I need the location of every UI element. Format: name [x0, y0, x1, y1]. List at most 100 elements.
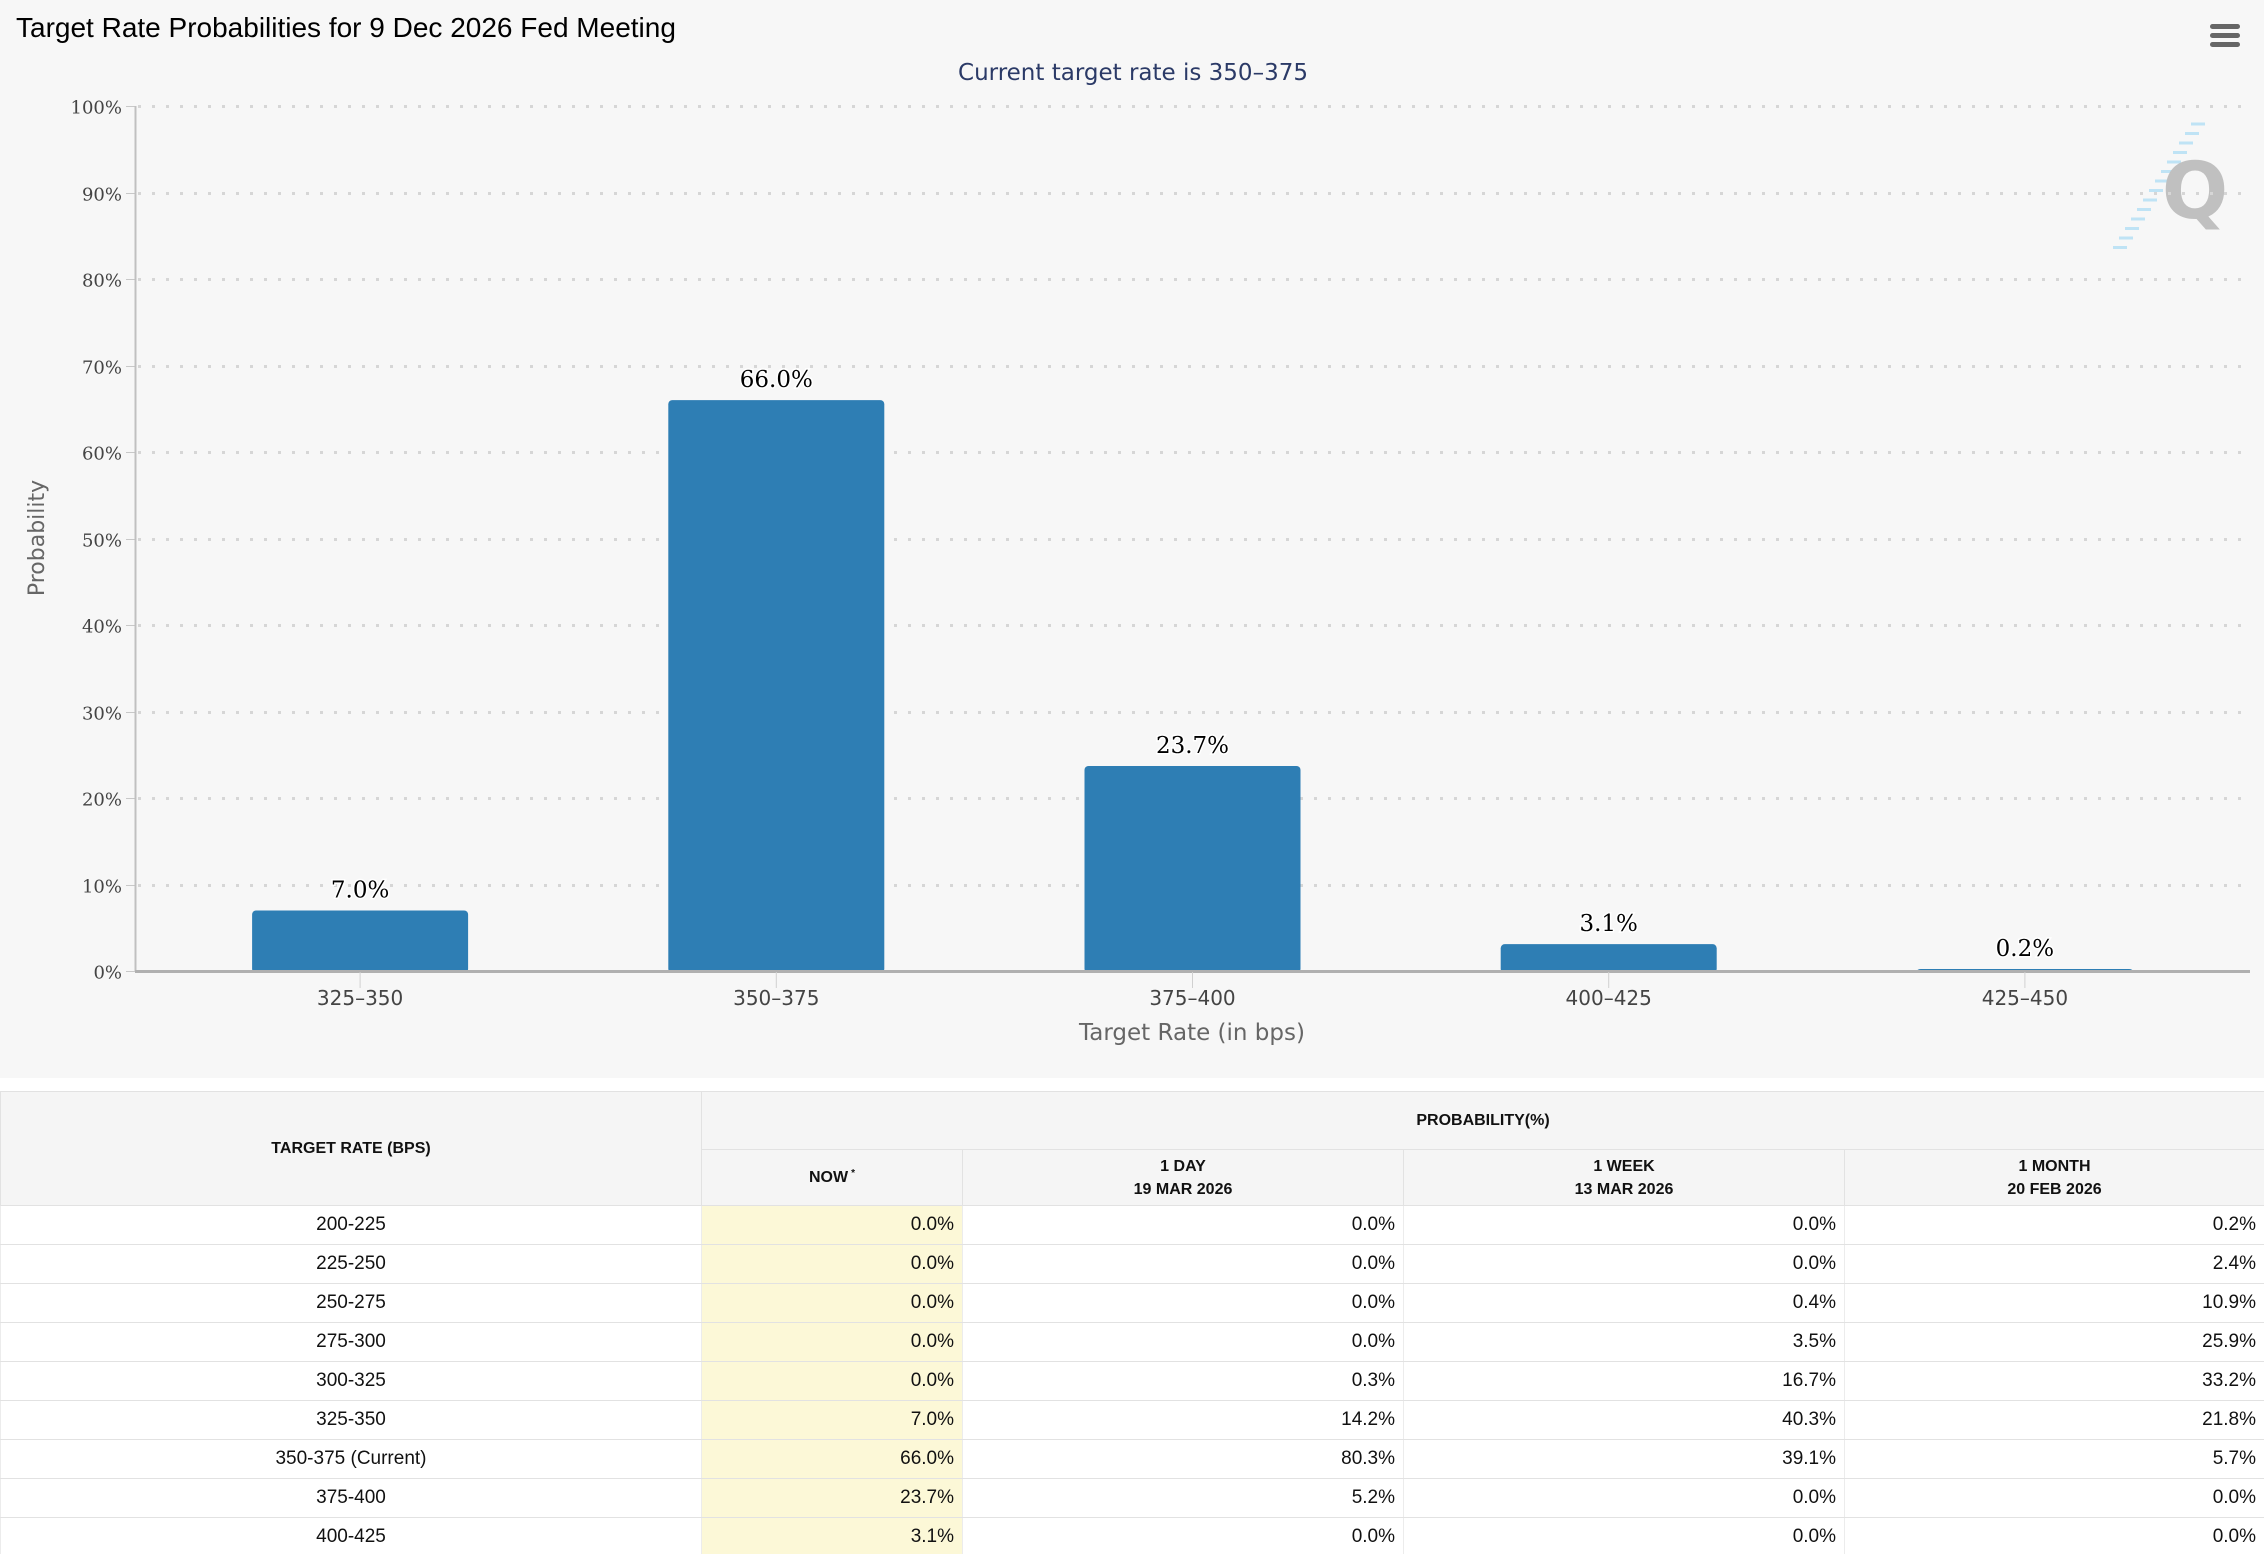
bar-350-375[interactable]: [668, 400, 885, 974]
target-rate-cell: 350-375 (Current): [0, 1439, 702, 1479]
probability-cell: 0.0%: [701, 1322, 963, 1362]
table-row: 300-325 0.0% 0.3% 16.7% 33.2%: [0, 1361, 2264, 1401]
subheader-row: NOW * 1 DAY 19 MAR 2026 1 WEEK 13 MAR 2026 1 M…: [1, 1149, 2264, 1206]
target-rate-cell: 400-425: [0, 1517, 702, 1554]
x-tick-label: 425–450: [1982, 986, 2068, 1010]
y-axis-title: Probability: [25, 480, 50, 596]
bars: 7.0% 66.0% 23.7% 3.1% 0.2%: [252, 366, 2133, 974]
header-probability: PROBABILITY(%): [700, 1091, 2264, 1150]
y-tick-label: 80%: [82, 271, 122, 292]
probability-cell: 10.9%: [1843, 1283, 2264, 1323]
y-axis-ticks: 0% 10% 20% 30% 40% 50% 60% 70% 80% 90% 100%: [71, 98, 136, 984]
y-tick-label: 100%: [71, 98, 122, 119]
watermark-logo-icon: Q: [2113, 122, 2228, 249]
hamburger-menu-icon-bar: [2210, 33, 2240, 38]
target-rate-cell: 300-325: [0, 1361, 702, 1401]
bar-400-425[interactable]: [1500, 944, 1717, 973]
x-tick-label: 350–375: [733, 986, 819, 1010]
table-row: 375-400 23.7% 5.2% 0.0% 0.0%: [0, 1478, 2264, 1518]
probability-cell: 21.8%: [1843, 1400, 2264, 1440]
x-axis-ticks: 325–350 350–375 375–400 400–425 425–450: [317, 972, 2068, 1010]
probability-cell: 0.0%: [1843, 1478, 2264, 1518]
x-tick-label: 325–350: [317, 986, 403, 1010]
table-row: 350-375 (Current) 66.0% 80.3% 39.1% 5.7%: [0, 1439, 2264, 1479]
chart-menu-button[interactable]: [2208, 20, 2242, 50]
table-row: 275-300 0.0% 0.0% 3.5% 25.9%: [0, 1322, 2264, 1362]
probability-cell: 39.1%: [1403, 1439, 1845, 1479]
chart-panel: Target Rate Probabilities for 9 Dec 2026…: [16, 12, 2250, 1046]
probability-cell: 0.0%: [1403, 1517, 1845, 1554]
table-row: 225-250 0.0% 0.0% 0.0% 2.4%: [0, 1244, 2264, 1284]
hamburger-menu-icon-bar: [2210, 42, 2240, 47]
y-tick-label: 70%: [82, 358, 122, 379]
watermark-q: Q: [2162, 147, 2228, 237]
probability-cell: 80.3%: [962, 1439, 1404, 1479]
probability-cell: 0.0%: [701, 1205, 963, 1245]
y-tick-label: 60%: [82, 444, 122, 465]
x-axis-title: Target Rate (in bps): [1078, 1020, 1305, 1046]
probability-cell: 33.2%: [1843, 1361, 2264, 1401]
chart-subtitle: Current target rate is 350–375: [958, 60, 1308, 86]
probability-cell: 0.3%: [962, 1361, 1404, 1401]
probability-cell: 0.4%: [1403, 1283, 1845, 1323]
probability-cell: 0.0%: [962, 1244, 1404, 1284]
column-header-date: 13 MAR 2026: [1574, 1180, 1674, 1198]
probability-cell: 0.0%: [701, 1283, 963, 1323]
probability-cell: 23.7%: [701, 1478, 963, 1518]
column-header-label: 1 MONTH: [2018, 1157, 2091, 1175]
column-header-label: NOW: [808, 1169, 849, 1186]
y-tick-label: 20%: [82, 790, 122, 811]
probability-cell: 0.0%: [962, 1322, 1404, 1362]
probability-cell: 5.7%: [1843, 1439, 2264, 1479]
probability-cell: 0.0%: [962, 1517, 1404, 1554]
target-rate-cell: 375-400: [0, 1478, 702, 1518]
column-header-1-week: 1 WEEK 13 MAR 2026: [1403, 1149, 1845, 1206]
probability-cell: 25.9%: [1843, 1322, 2264, 1362]
x-tick-label: 375–400: [1149, 986, 1235, 1010]
bar-chart: Q 0% 10% 20% 30% 40% 50% 60% 70% 80% 90% 100% 7.0%…: [25, 60, 2250, 1046]
target-rate-cell: 225-250: [0, 1244, 702, 1284]
probability-cell: 16.7%: [1403, 1361, 1845, 1401]
y-tick-label: 10%: [82, 877, 122, 898]
probability-cell: 7.0%: [701, 1400, 963, 1440]
chart-title: Target Rate Probabilities for 9 Dec 2026…: [16, 12, 676, 43]
probability-cell: 14.2%: [962, 1400, 1404, 1440]
probability-cell: 0.0%: [1403, 1478, 1845, 1518]
column-header-1-month: 1 MONTH 20 FEB 2026: [1843, 1149, 2264, 1206]
bar-data-label: 0.2%: [1996, 936, 2054, 962]
probability-cell: 5.2%: [962, 1478, 1404, 1518]
column-header-now: NOW *: [701, 1149, 963, 1206]
column-header-date: 20 FEB 2026: [2007, 1180, 2102, 1198]
bar-data-label: 66.0%: [740, 367, 813, 393]
target-rate-cell: 250-275: [0, 1283, 702, 1323]
column-header-label: 1 WEEK: [1593, 1157, 1655, 1175]
probability-cell: 0.0%: [1403, 1205, 1845, 1245]
table-body: 200-225 0.0% 0.0% 0.0% 0.2% 225-250 0.0% 0.0% 0.…: [0, 1205, 2264, 1554]
bar-325-350[interactable]: [252, 910, 469, 973]
probability-cell: 0.0%: [701, 1361, 963, 1401]
y-tick-label: 0%: [93, 963, 122, 984]
gridlines: [138, 105, 2250, 887]
table-row: 325-350 7.0% 14.2% 40.3% 21.8%: [0, 1400, 2264, 1440]
bar-data-label: 3.1%: [1579, 911, 1637, 937]
probability-cell: 3.5%: [1403, 1322, 1845, 1362]
table-row: 250-275 0.0% 0.0% 0.4% 10.9%: [0, 1283, 2264, 1323]
asterisk-marker: *: [851, 1168, 855, 1179]
probability-cell: 66.0%: [701, 1439, 963, 1479]
target-rate-cell: 275-300: [0, 1322, 702, 1362]
table-row: 200-225 0.0% 0.0% 0.0% 0.2%: [0, 1205, 2264, 1245]
table-row: 400-425 3.1% 0.0% 0.0% 0.0%: [0, 1517, 2264, 1554]
y-tick-label: 50%: [82, 531, 122, 552]
bar-data-label: 23.7%: [1156, 733, 1229, 759]
hamburger-menu-icon: [2210, 24, 2240, 29]
probability-cell: 3.1%: [701, 1517, 963, 1554]
column-header-1-day: 1 DAY 19 MAR 2026: [962, 1149, 1404, 1206]
column-header-date: 19 MAR 2026: [1133, 1180, 1233, 1198]
probability-cell: 40.3%: [1403, 1400, 1845, 1440]
y-tick-label: 30%: [82, 704, 122, 725]
probability-table: TARGET RATE (BPS) PROBABILITY(%) NOW * 1 D…: [0, 1091, 2264, 1554]
probability-cell: 0.0%: [1843, 1517, 2264, 1554]
bar-375-400[interactable]: [1084, 765, 1301, 973]
y-tick-label: 90%: [82, 185, 122, 206]
probability-cell: 0.0%: [701, 1244, 963, 1284]
